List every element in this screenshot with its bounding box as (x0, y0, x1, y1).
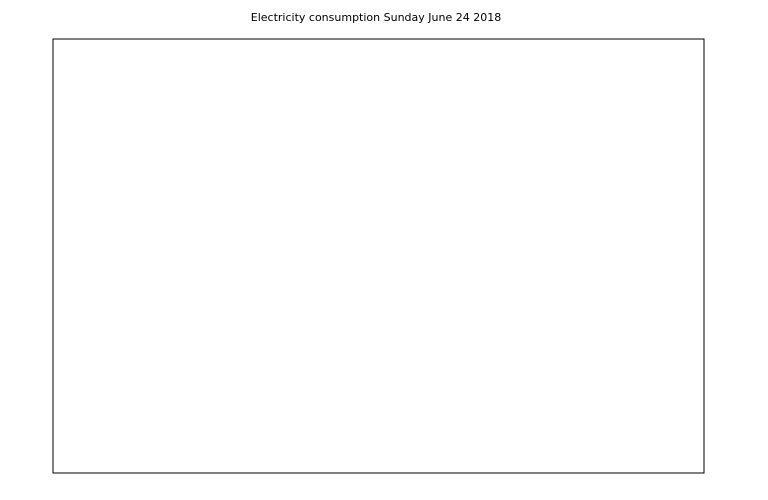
plot-border (52, 38, 705, 474)
chart-title: Electricity consumption Sunday June 24 2… (251, 11, 501, 24)
